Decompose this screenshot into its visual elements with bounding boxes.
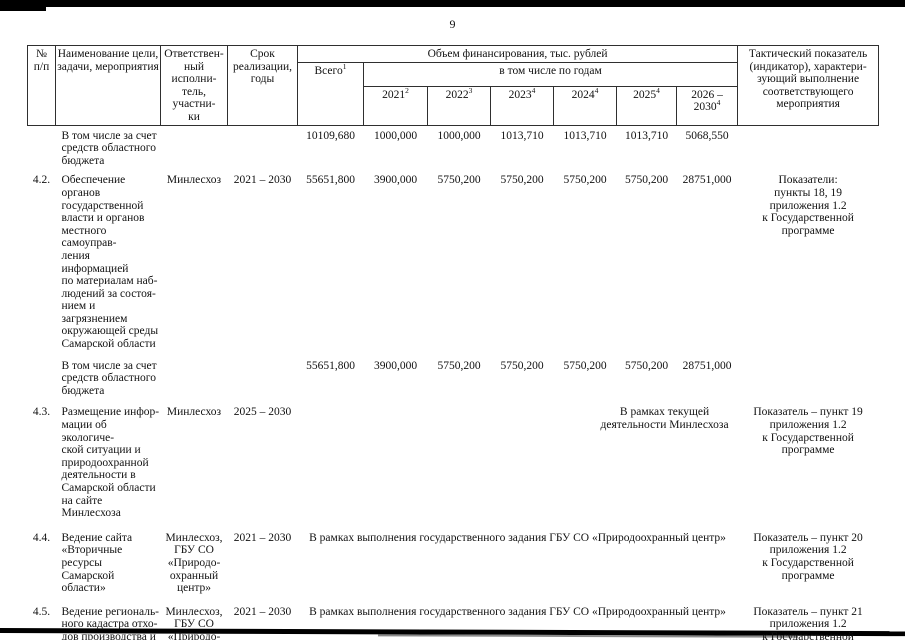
period-cell: 2021 – 2030 [233,605,292,618]
header-row-2: Всего1 в том числе по годам [28,62,879,126]
footnote-mark: 4 [656,86,660,95]
footnote-mark: 1 [342,62,347,72]
indicator-cell: Показатель – пункт 19 приложения 1.2 к Г… [753,406,863,457]
executor-cell [161,125,228,167]
page-number: 9 [449,17,456,31]
header-period: Срок реализации, годы [227,45,298,126]
header-year-2025: 20254 [616,85,677,126]
value-cell-2026-2030: 28751,000 [682,174,732,187]
scan-edge-top [0,0,905,11]
value-cell-2022: 5750,200 [437,359,481,372]
header-row-3: 20212 20223 20234 20244 20254 2026 – 203… [28,85,879,126]
value-cell-2022: 5750,200 [437,174,481,187]
value-cell-2026-2030: 28751,000 [682,359,732,372]
row-number-cell [28,125,56,167]
value-cell-2026-2030: 5068,550 [685,129,729,142]
header-year-2026-2030: 2026 – 20304 [675,85,739,126]
value-cell-2024: 5750,200 [563,174,607,187]
period-cell [228,351,298,398]
value-cell-total: 55651,800 [306,174,355,187]
table-row-4-5: 4.5. Ведение региональ- ного кадастра от… [28,595,879,640]
value-cell-2021: 1000,000 [373,129,418,142]
header-row-1: № п/п Наименование цели, задачи, меропри… [27,45,880,126]
value-cell-2025: 1013,710 [624,129,669,142]
period-cell: 2021 – 2030 [233,531,292,544]
value-cell-2021: 3900,000 [373,174,418,187]
row-number-cell [28,351,56,398]
footnote-mark: 3 [468,86,473,95]
header-year-2024: 20244 [553,85,617,126]
value-cell-2023: 5750,200 [500,174,544,187]
footnote-mark: 4 [531,86,536,95]
table-row-subtotal: В том числе за счет средств областного б… [28,125,879,167]
value-cell-2023: 5750,200 [500,359,544,372]
header-total-label: Всего [314,65,343,77]
header-year-2022: 20223 [427,85,491,126]
footnote-mark: 4 [716,98,721,108]
value-cell-total: 55651,800 [306,359,355,372]
indicator-cell [738,351,879,398]
activity-name-cell: Обеспечение органов государственной влас… [61,174,159,351]
activity-name-cell: В том числе за счет средств областного б… [61,129,157,167]
value-cell-2021: 3900,000 [373,359,418,372]
value-cell-total: 10109,680 [306,129,355,142]
row-number-cell: 4.2. [32,174,51,187]
period-cell [228,125,298,167]
financing-note-cell: В рамках текущей деятельности Минлесхоза [298,397,738,519]
header-financing-group: Объем финансирования, тыс. рублей [296,45,739,63]
financing-note-cell: В рамках выполнения государственного зад… [309,531,726,544]
indicator-cell: Показатели: пункты 18, 19 приложения 1.2… [762,174,854,237]
activity-name-cell: Ведение региональ- ного кадастра отхо- д… [61,605,160,640]
footnote-mark: 4 [594,86,599,95]
indicator-cell [738,125,879,167]
activity-name-cell: Размещение инфор- мации об экологиче- ск… [61,406,160,520]
financing-table: № п/п Наименование цели, задачи, меропри… [27,45,880,640]
period-cell: 2025 – 2030 [233,406,292,419]
financing-note: В рамках текущей деятельности Минлесхоза [600,406,729,432]
activity-name-cell: Ведение сайта «Вторичные ресурсы Самарск… [61,531,133,595]
footnote-mark: 2 [405,86,409,95]
executor-cell: Минлесхоз, ГБУ СО «Природо- охранный цен… [165,605,223,640]
value-cell-2022: 1000,000 [437,129,481,142]
value-cell-2023: 1013,710 [500,129,544,142]
executor-cell: Минлесхоз [166,406,222,419]
header-num: № п/п [27,45,56,126]
value-cell-2025: 5750,200 [624,174,669,187]
row-number-cell: 4.5. [32,605,51,618]
header-year-2021: 20212 [363,85,428,126]
header-year-2023: 20234 [490,85,554,126]
header-executor: Ответствен- ный исполни- тель, участни- … [160,45,228,126]
header-indicator: Тактический показатель (индикатор), хара… [737,45,880,126]
indicator-cell: Показатель – пункт 20 приложения 1.2 к Г… [753,531,863,582]
executor-cell: Минлесхоз [166,174,222,187]
value-cell-2024: 5750,200 [563,359,607,372]
row-number-cell: 4.3. [32,406,51,419]
indicator-cell: Показатель – пункт 21 приложения 1.2 к Г… [753,605,863,640]
executor-cell: Минлесхоз, ГБУ СО «Природо- охранный цен… [165,531,223,595]
table-row-4-2: 4.2. Обеспечение органов государственной… [28,167,879,350]
table-row-4-3: 4.3. Размещение инфор- мации об экологич… [28,397,879,519]
header-activity: Наименование цели, задачи, мероприятия [55,45,161,126]
executor-cell [161,351,228,398]
period-cell: 2021 – 2030 [233,174,292,187]
header-by-years: в том числе по годам [362,62,739,87]
table-row-subtotal: В том числе за счет средств областного б… [28,351,879,398]
table-row-4-4: 4.4. Ведение сайта «Вторичные ресурсы Са… [28,520,879,595]
financing-note-cell: В рамках выполнения государственного зад… [309,605,726,618]
value-cell-2025: 5750,200 [624,359,669,372]
header-total: Всего1 [297,62,364,126]
row-number-cell: 4.4. [32,531,51,544]
activity-name-cell: В том числе за счет средств областного б… [61,359,157,397]
value-cell-2024: 1013,710 [563,129,607,142]
